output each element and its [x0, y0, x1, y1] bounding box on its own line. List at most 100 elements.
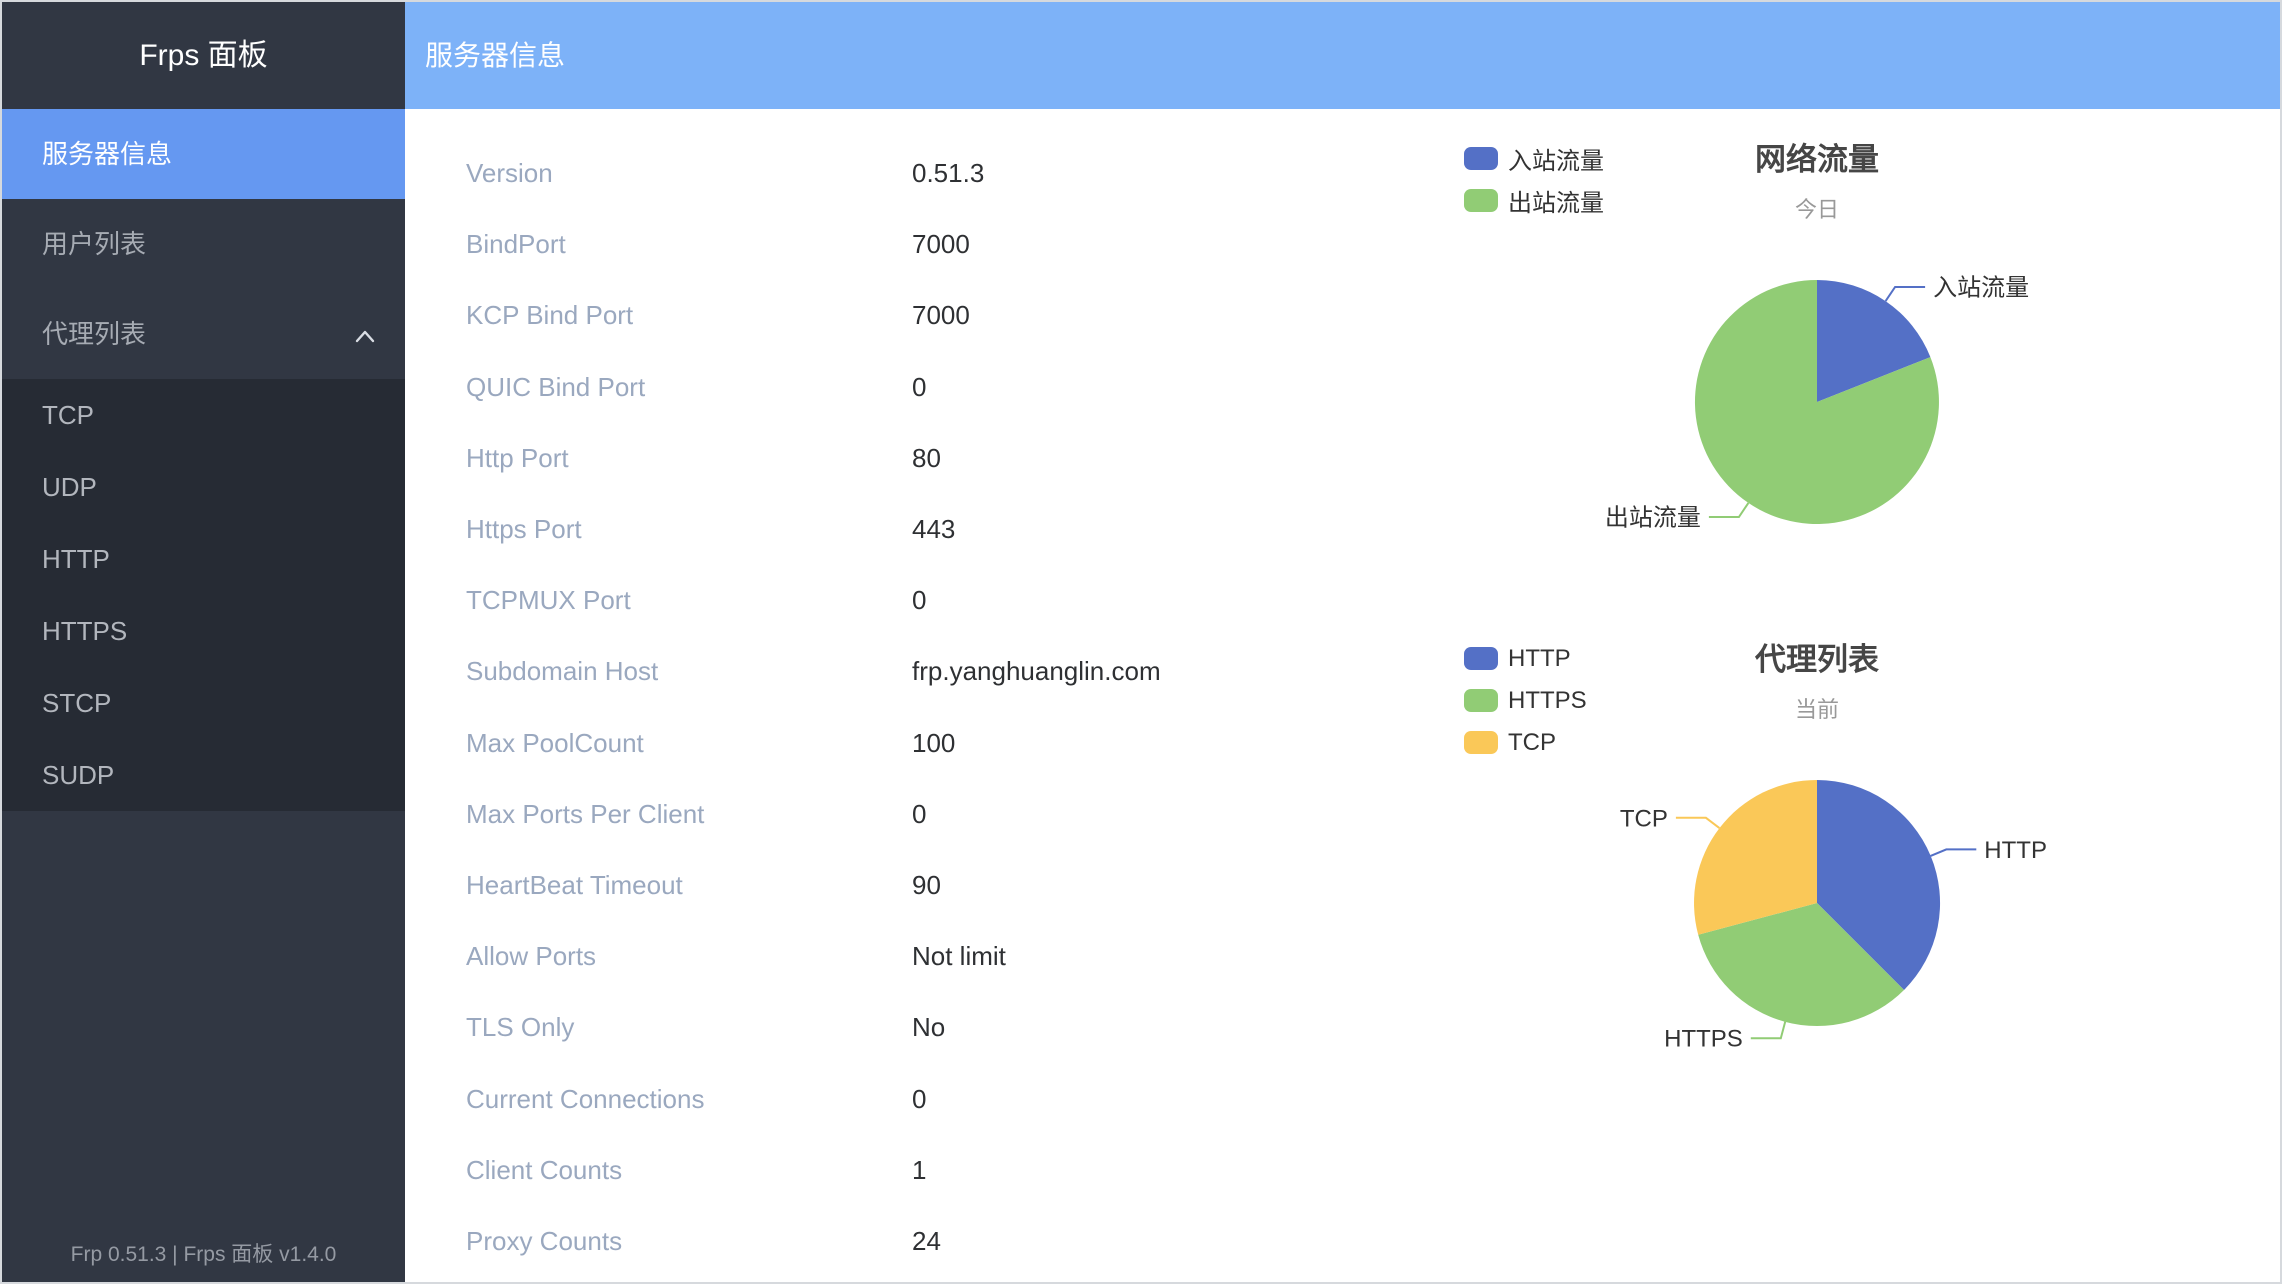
legend-item[interactable]: TCP: [1464, 728, 1556, 756]
info-label: Allow Ports: [466, 941, 597, 972]
legend-swatch-icon: [1464, 147, 1498, 170]
pie-callout-label: 入站流量: [1933, 275, 2029, 302]
info-value: frp.yanghuanglin.com: [912, 656, 1161, 687]
pie-slice-1[interactable]: [1694, 280, 1939, 524]
info-value: 0: [912, 371, 927, 402]
legend-swatch-icon: [1464, 189, 1498, 212]
pie-callout-line: [1750, 1021, 1787, 1040]
sidebar-item-https[interactable]: HTTPS: [2, 595, 405, 667]
info-row: BindPort 7000: [405, 209, 1161, 280]
sidebar-item-label: SUDP: [42, 760, 115, 790]
sidebar-item-server-info[interactable]: 服务器信息: [2, 109, 405, 199]
sidebar-item-udp[interactable]: UDP: [2, 451, 405, 523]
pie-callout-label: HTTPS: [1664, 1026, 1743, 1053]
info-label: Proxy Counts: [466, 1225, 623, 1256]
legend-item[interactable]: 入站流量: [1464, 147, 1604, 175]
info-value: 443: [912, 514, 956, 545]
sidebar-menu: 服务器信息 用户列表 代理列表 TCP UDP HTTP HTTPS STCP …: [2, 109, 405, 811]
info-label: Max PoolCount: [466, 727, 644, 758]
pie-slice-2[interactable]: [1694, 780, 1817, 935]
info-label: Https Port: [466, 514, 582, 545]
info-label: BindPort: [466, 229, 566, 260]
pie-slice-0[interactable]: [1817, 780, 1941, 990]
chart-subtitle: 当前: [1794, 697, 1839, 722]
sidebar-item-label: HTTPS: [42, 616, 128, 646]
info-label: TLS Only: [466, 1012, 575, 1043]
chart-title: 代理列表: [1755, 642, 1879, 677]
sidebar-item-label: 用户列表: [42, 229, 147, 259]
info-value: 0: [912, 585, 927, 616]
sidebar-submenu: TCP UDP HTTP HTTPS STCP SUDP: [2, 379, 405, 811]
info-value: 100: [912, 727, 956, 758]
info-row: QUIC Bind Port 0: [405, 352, 1161, 423]
info-row: KCP Bind Port 7000: [405, 280, 1161, 351]
info-row: TCPMUX Port 0: [405, 565, 1161, 636]
info-value: 7000: [912, 229, 970, 260]
legend-label: 入站流量: [1508, 148, 1604, 175]
chart-title: 网络流量: [1755, 142, 1879, 177]
info-label: QUIC Bind Port: [466, 371, 646, 402]
proxy-list-chart: 代理列表 当前 HTTP HTTPS TCP HTTP HTTPS TCP: [1447, 622, 2237, 1167]
info-value: Not limit: [912, 941, 1006, 972]
info-value: 0: [912, 798, 927, 829]
sidebar-footer-version: Frp 0.51.3 | Frps 面板 v1.4.0: [70, 1243, 337, 1266]
info-row: TLS Only No: [405, 992, 1161, 1063]
pie-callout-line: [1930, 848, 1977, 857]
legend-item[interactable]: 出站流量: [1464, 189, 1604, 217]
info-label: Version: [466, 158, 553, 189]
info-row: Http Port 80: [405, 423, 1161, 494]
info-row: Max PoolCount 100: [405, 708, 1161, 779]
info-row: HeartBeat Timeout 90: [405, 850, 1161, 921]
sidebar-item-label: 代理列表: [42, 319, 147, 349]
legend-item[interactable]: HTTPS: [1464, 687, 1587, 714]
sidebar-item-tcp[interactable]: TCP: [2, 379, 405, 451]
info-row: Max Ports Per Client 0: [405, 779, 1161, 850]
sidebar-item-sudp[interactable]: SUDP: [2, 739, 405, 811]
info-row: Client Counts 1: [405, 1135, 1161, 1206]
sidebar: Frps 面板 服务器信息 用户列表 代理列表 TCP UDP HTTP: [2, 2, 405, 1282]
sidebar-item-user-list[interactable]: 用户列表: [2, 199, 405, 289]
pie-callout-line: [1884, 286, 1926, 302]
info-row: Current Connections 0: [405, 1063, 1161, 1134]
info-row: Proxy Counts 24: [405, 1206, 1161, 1277]
pie-slice-1[interactable]: [1698, 903, 1904, 1027]
info-label: Subdomain Host: [466, 656, 659, 687]
legend-label: TCP: [1508, 728, 1556, 756]
pie-callout-line: [1708, 502, 1750, 518]
legend-item[interactable]: HTTP: [1464, 645, 1571, 672]
info-label: Max Ports Per Client: [466, 798, 705, 829]
info-label: Http Port: [466, 442, 569, 473]
info-value: 24: [912, 1225, 941, 1256]
legend-label: 出站流量: [1508, 190, 1604, 217]
info-label: Current Connections: [466, 1083, 705, 1114]
pie-callout-line: [1675, 816, 1721, 829]
network-traffic-chart: 网络流量 今日 入站流量 出站流量 入站流量 出站流量: [1447, 112, 2237, 597]
info-label: Client Counts: [466, 1154, 623, 1185]
sidebar-item-proxy-list[interactable]: 代理列表: [2, 289, 405, 379]
info-value: 7000: [912, 300, 970, 331]
info-value: 90: [912, 869, 941, 900]
sidebar-item-label: 服务器信息: [42, 139, 173, 169]
info-value: No: [912, 1012, 946, 1043]
pie-callout-label: 出站流量: [1605, 505, 1701, 532]
info-label: TCPMUX Port: [466, 585, 631, 616]
legend-swatch-icon: [1464, 731, 1498, 754]
sidebar-item-label: TCP: [42, 400, 94, 430]
chart-subtitle: 今日: [1794, 197, 1839, 222]
info-row: Subdomain Host frp.yanghuanglin.com: [405, 636, 1161, 707]
server-info-table: Version 0.51.3 BindPort 7000 KCP Bind Port 70…: [405, 138, 1161, 1277]
sidebar-item-label: HTTP: [42, 544, 110, 574]
sidebar-item-label: UDP: [42, 472, 97, 502]
pie-slice-0[interactable]: [1817, 280, 1931, 402]
info-row: Version 0.51.3: [405, 138, 1161, 209]
pie-canvas: HTTP HTTPS TCP: [1620, 780, 2047, 1053]
page-header: 服务器信息: [405, 2, 2280, 109]
sidebar-item-stcp[interactable]: STCP: [2, 667, 405, 739]
pie-callout-label: HTTP: [1984, 837, 2047, 864]
info-label: KCP Bind Port: [466, 300, 634, 331]
app-logo: Frps 面板: [139, 39, 268, 72]
chevron-up-icon: [355, 289, 375, 379]
info-label: HeartBeat Timeout: [466, 869, 683, 900]
sidebar-item-http[interactable]: HTTP: [2, 523, 405, 595]
